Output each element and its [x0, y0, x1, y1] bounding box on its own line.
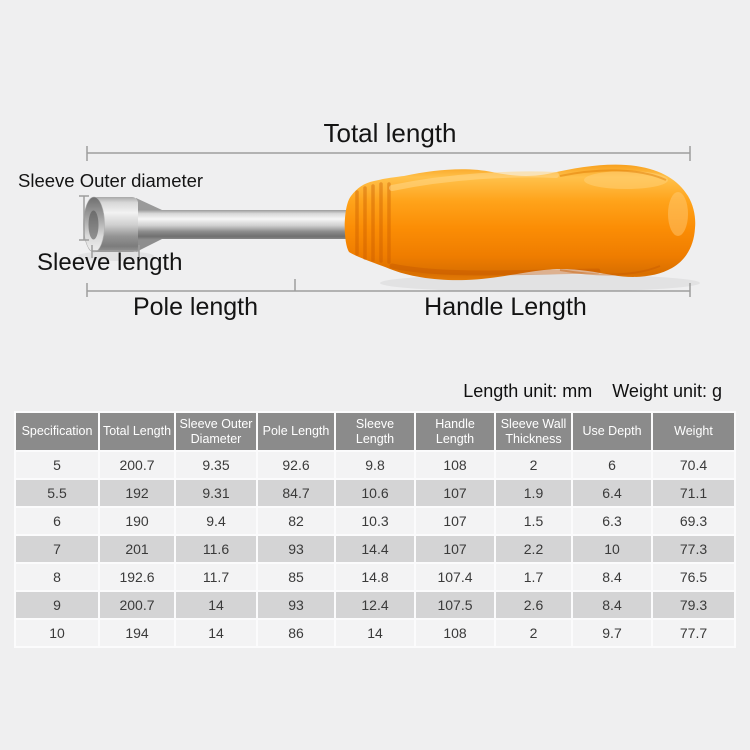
- header-row: Specification Total Length Sleeve Outer …: [16, 413, 734, 450]
- table-cell: 77.7: [653, 620, 734, 646]
- table-cell: 194: [100, 620, 174, 646]
- column-header-handle-length: Handle Length: [416, 413, 494, 450]
- table-cell: 10: [573, 536, 651, 562]
- table-cell: 10.6: [336, 480, 414, 506]
- table-cell: 82: [258, 508, 334, 534]
- table-cell: 85: [258, 564, 334, 590]
- table-cell: 11.7: [176, 564, 256, 590]
- table-row: 8 192.6 11.7 85 14.8 107.4 1.7 8.4 76.5: [16, 564, 734, 590]
- table-cell: 93: [258, 536, 334, 562]
- table-cell: 108: [416, 452, 494, 478]
- table-cell: 93: [258, 592, 334, 618]
- column-header-sleeve-length: Sleeve Length: [336, 413, 414, 450]
- table-cell: 6: [573, 452, 651, 478]
- table-cell: 1.5: [496, 508, 571, 534]
- handle: [344, 164, 696, 281]
- handle-collar-ribs: [355, 182, 391, 264]
- table-cell: 7: [16, 536, 98, 562]
- tool-illustration: [78, 146, 700, 297]
- table-cell: 14: [176, 620, 256, 646]
- table-cell: 14: [176, 592, 256, 618]
- table-cell: 70.4: [653, 452, 734, 478]
- hex-socket-opening: [88, 210, 99, 240]
- sleeve-cone: [136, 198, 162, 252]
- column-header-sleeve-outer-diameter: Sleeve Outer Diameter: [176, 413, 256, 450]
- table-cell: 8.4: [573, 592, 651, 618]
- table-row: 5 200.7 9.35 92.6 9.8 108 2 6 70.4: [16, 452, 734, 478]
- table-row: 6 190 9.4 82 10.3 107 1.5 6.3 69.3: [16, 508, 734, 534]
- table-cell: 192.6: [100, 564, 174, 590]
- table-cell: 107.5: [416, 592, 494, 618]
- total-length-label: Total length: [323, 118, 457, 148]
- table-cell: 2: [496, 620, 571, 646]
- table-cell: 79.3: [653, 592, 734, 618]
- table-cell: 6: [16, 508, 98, 534]
- pole: [136, 198, 360, 252]
- table-cell: 84.7: [258, 480, 334, 506]
- table-cell: 200.7: [100, 592, 174, 618]
- weight-unit-note: Weight unit: g: [612, 381, 722, 401]
- pole-length-label: Pole length: [132, 293, 259, 321]
- table-cell: 14.8: [336, 564, 414, 590]
- socket-sleeve: [83, 196, 138, 253]
- table-cell: 9: [16, 592, 98, 618]
- spec-table: Specification Total Length Sleeve Outer …: [14, 411, 736, 648]
- table-row: 7 201 11.6 93 14.4 107 2.2 10 77.3: [16, 536, 734, 562]
- column-header-pole-length: Pole Length: [258, 413, 334, 450]
- sleeve-outer-diameter-label: Sleeve Outer diameter: [18, 170, 204, 191]
- column-header-weight: Weight: [653, 413, 734, 450]
- table-cell: 9.35: [176, 452, 256, 478]
- table-cell: 77.3: [653, 536, 734, 562]
- table-cell: 2.6: [496, 592, 571, 618]
- table-cell: 71.1: [653, 480, 734, 506]
- table-cell: 11.6: [176, 536, 256, 562]
- table-cell: 10: [16, 620, 98, 646]
- table-cell: 10.3: [336, 508, 414, 534]
- table-cell: 6.3: [573, 508, 651, 534]
- table-cell: 69.3: [653, 508, 734, 534]
- table-cell: 76.5: [653, 564, 734, 590]
- column-header-use-depth: Use Depth: [573, 413, 651, 450]
- table-row: 10 194 14 86 14 108 2 9.7 77.7: [16, 620, 734, 646]
- column-header-sleeve-wall-thickness: Sleeve Wall Thickness: [496, 413, 571, 450]
- table-cell: 200.7: [100, 452, 174, 478]
- table-cell: 190: [100, 508, 174, 534]
- table-cell: 192: [100, 480, 174, 506]
- table-cell: 9.4: [176, 508, 256, 534]
- table-row: 5.5 192 9.31 84.7 10.6 107 1.9 6.4 71.1: [16, 480, 734, 506]
- table-cell: 1.9: [496, 480, 571, 506]
- table-cell: 2: [496, 452, 571, 478]
- table-cell: 86: [258, 620, 334, 646]
- table-cell: 5.5: [16, 480, 98, 506]
- table-cell: 9.7: [573, 620, 651, 646]
- table-cell: 107: [416, 536, 494, 562]
- table-cell: 9.31: [176, 480, 256, 506]
- table-cell: 14.4: [336, 536, 414, 562]
- table-cell: 6.4: [573, 480, 651, 506]
- table-cell: 107: [416, 508, 494, 534]
- column-header-specification: Specification: [16, 413, 98, 450]
- table-cell: 5: [16, 452, 98, 478]
- table-cell: 12.4: [336, 592, 414, 618]
- table-cell: 8.4: [573, 564, 651, 590]
- table-cell: 92.6: [258, 452, 334, 478]
- table-cell: 8: [16, 564, 98, 590]
- table-cell: 108: [416, 620, 494, 646]
- table-cell: 14: [336, 620, 414, 646]
- table-row: 9 200.7 14 93 12.4 107.5 2.6 8.4 79.3: [16, 592, 734, 618]
- table-cell: 107: [416, 480, 494, 506]
- length-unit-note: Length unit: mm: [463, 381, 593, 401]
- table-cell: 9.8: [336, 452, 414, 478]
- dimension-lines: [79, 146, 691, 297]
- table-cell: 2.2: [496, 536, 571, 562]
- table-cell: 201: [100, 536, 174, 562]
- column-header-total-length: Total Length: [100, 413, 174, 450]
- sleeve-length-label: Sleeve length: [37, 249, 183, 276]
- handle-length-label: Handle Length: [424, 293, 587, 321]
- table-cell: 1.7: [496, 564, 571, 590]
- units-note: Length unit: mm Weight unit: g: [463, 381, 722, 402]
- table-cell: 107.4: [416, 564, 494, 590]
